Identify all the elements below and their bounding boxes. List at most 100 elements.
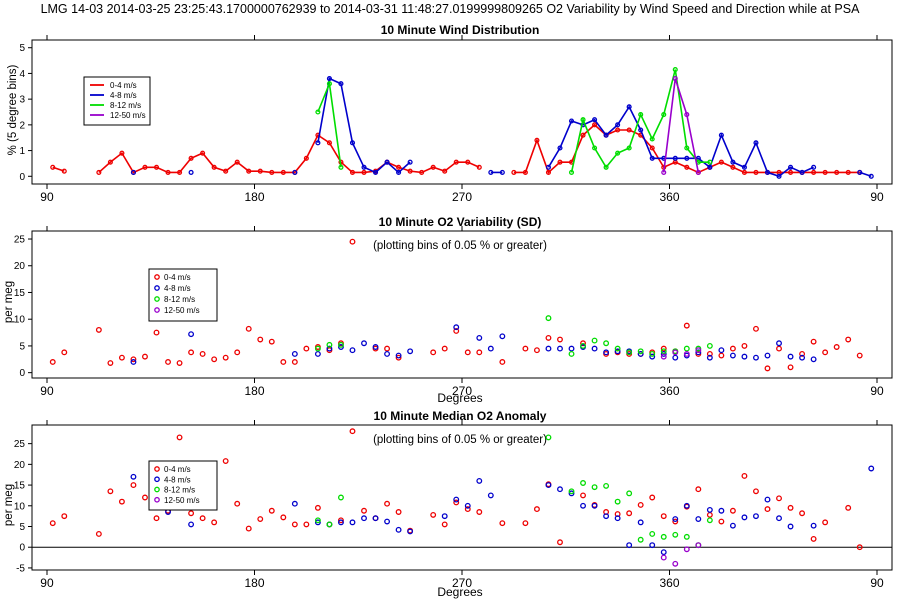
legend-label: 4-8 m/s — [110, 91, 137, 100]
data-point-4-8-m-s — [810, 356, 817, 363]
y-tick-label: 0 — [19, 172, 25, 183]
legend-swatch-8-12-m-s — [154, 486, 160, 493]
data-point-4-8-m-s — [741, 353, 748, 360]
data-point-4-8-m-s — [557, 345, 563, 352]
data-point-0-4-m-s — [730, 164, 736, 170]
data-point-0-4-m-s — [303, 521, 310, 528]
data-point-4-8-m-s — [718, 347, 725, 354]
data-point-4-8-m-s — [372, 169, 379, 175]
data-point-0-4-m-s — [845, 504, 852, 511]
o2-anomaly-note: (plotting bins of 0.05 % or greater) — [373, 434, 547, 446]
data-point-0-4-m-s — [107, 360, 114, 366]
data-point-4-8-m-s — [592, 117, 598, 123]
data-point-0-4-m-s — [268, 338, 275, 345]
data-point-12-50-m-s — [683, 350, 690, 357]
data-point-0-4-m-s — [280, 169, 286, 175]
data-point-0-4-m-s — [442, 168, 448, 174]
series-line-12-50-m-s — [662, 78, 700, 173]
data-point-4-8-m-s — [811, 164, 817, 170]
data-point-0-4-m-s — [741, 169, 747, 175]
data-point-0-4-m-s — [649, 145, 655, 151]
y-tick-label: 20 — [14, 261, 26, 272]
data-point-0-4-m-s — [764, 365, 771, 372]
data-point-4-8-m-s — [395, 352, 402, 359]
data-point-4-8-m-s — [338, 344, 344, 350]
data-point-8-12-m-s — [637, 536, 644, 543]
data-point-8-12-m-s — [326, 521, 333, 528]
legend-label: 8-12 m/s — [110, 101, 141, 110]
data-point-4-8-m-s — [292, 169, 298, 175]
x-tick-label: 180 — [244, 190, 264, 204]
data-point-0-4-m-s — [729, 345, 736, 352]
data-point-0-4-m-s — [61, 349, 68, 356]
data-point-0-4-m-s — [234, 159, 240, 165]
data-point-8-12-m-s — [568, 488, 575, 495]
data-point-0-4-m-s — [533, 506, 540, 513]
o2-anomaly-ylabel: per meg — [3, 484, 15, 526]
data-point-0-4-m-s — [453, 328, 460, 334]
legend-label: 0-4 m/s — [164, 465, 191, 474]
o2-variability-panel: 10 Minute O2 Variability (SD) (plotting … — [3, 215, 893, 405]
data-point-0-4-m-s — [303, 345, 310, 352]
data-point-4-8-m-s — [545, 164, 552, 170]
data-point-0-4-m-s — [511, 169, 517, 175]
data-point-0-4-m-s — [810, 338, 817, 345]
x-tick-label: 360 — [659, 384, 679, 398]
data-point-4-8-m-s — [545, 345, 552, 352]
data-point-12-50-m-s — [695, 347, 702, 354]
data-point-4-8-m-s — [603, 132, 609, 138]
y-tick-label: 0 — [19, 543, 25, 554]
data-point-0-4-m-s — [257, 336, 264, 343]
x-tick-label: 270 — [452, 384, 472, 398]
data-point-0-4-m-s — [200, 150, 206, 156]
data-point-8-12-m-s — [314, 517, 321, 524]
data-point-0-4-m-s — [845, 169, 851, 175]
data-point-0-4-m-s — [165, 169, 171, 175]
data-point-0-4-m-s — [799, 510, 806, 517]
data-point-0-4-m-s — [660, 345, 667, 352]
data-point-4-8-m-s — [718, 507, 725, 514]
data-point-4-8-m-s — [695, 516, 702, 522]
y-tick-label: 10 — [14, 501, 26, 512]
data-point-4-8-m-s — [729, 352, 736, 359]
data-point-0-4-m-s — [441, 521, 448, 528]
data-point-0-4-m-s — [453, 159, 459, 165]
data-point-8-12-m-s — [684, 145, 690, 151]
data-point-4-8-m-s — [776, 173, 782, 179]
data-point-8-12-m-s — [326, 341, 333, 348]
data-point-0-4-m-s — [119, 150, 125, 156]
wind-distribution-ylabel: % (5 degree bins) — [7, 64, 19, 155]
data-point-4-8-m-s — [349, 519, 356, 526]
data-point-8-12-m-s — [661, 112, 667, 118]
data-point-4-8-m-s — [684, 155, 690, 161]
data-point-0-4-m-s — [557, 539, 563, 546]
data-point-0-4-m-s — [545, 169, 552, 175]
data-point-4-8-m-s — [453, 496, 460, 503]
data-point-0-4-m-s — [741, 473, 748, 479]
data-point-4-8-m-s — [764, 352, 771, 359]
data-point-4-8-m-s — [568, 490, 575, 497]
data-point-12-50-m-s — [661, 169, 667, 175]
y-tick-label: -5 — [16, 563, 25, 574]
y-tick-label: 15 — [14, 288, 26, 299]
data-point-4-8-m-s — [626, 104, 632, 110]
x-tick-label: 180 — [244, 384, 264, 398]
data-point-0-4-m-s — [199, 515, 206, 522]
x-tick-label: 90 — [40, 190, 54, 204]
data-point-4-8-m-s — [591, 502, 598, 509]
data-point-0-4-m-s — [257, 516, 264, 522]
legend-swatch-8-12-m-s — [154, 296, 160, 302]
data-point-0-4-m-s — [269, 169, 275, 175]
data-point-0-4-m-s — [61, 513, 68, 520]
data-point-8-12-m-s — [603, 164, 609, 170]
data-point-8-12-m-s — [683, 345, 690, 352]
data-point-0-4-m-s — [211, 164, 217, 170]
series-line-4-8-m-s — [547, 105, 814, 178]
data-point-0-4-m-s — [246, 168, 252, 174]
data-point-8-12-m-s — [683, 533, 690, 540]
y-tick-label: 20 — [14, 460, 26, 471]
legend-swatch-0-4-m-s — [154, 466, 160, 472]
data-point-0-4-m-s — [211, 519, 218, 526]
data-point-0-4-m-s — [107, 159, 113, 165]
data-point-0-4-m-s — [441, 345, 448, 352]
